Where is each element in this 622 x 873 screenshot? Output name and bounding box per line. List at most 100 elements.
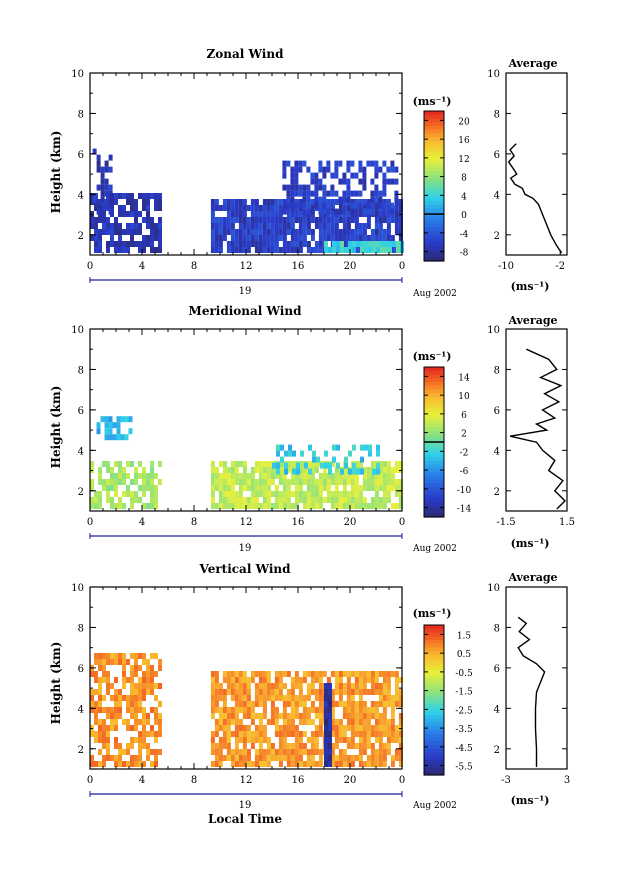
data-cell <box>286 671 291 677</box>
data-cell <box>90 755 94 761</box>
data-cell <box>126 241 130 247</box>
data-cell <box>326 491 331 497</box>
colorbar-label: 16 <box>458 136 470 146</box>
data-cell <box>354 671 359 677</box>
data-cell <box>238 683 243 689</box>
data-cell <box>314 178 319 185</box>
data-cell <box>262 707 267 713</box>
data-cell <box>380 247 384 253</box>
data-cell <box>270 479 275 485</box>
data-cell <box>126 485 130 491</box>
data-cell <box>218 713 223 719</box>
data-cell <box>126 701 130 707</box>
data-cell <box>114 743 118 749</box>
data-cell <box>338 178 343 185</box>
data-cell <box>120 434 125 441</box>
data-cell <box>294 235 299 241</box>
colorbar-segment <box>424 159 444 165</box>
data-cell <box>322 202 327 209</box>
data-cell <box>378 701 383 707</box>
data-cell <box>90 467 94 473</box>
data-cell <box>350 755 355 761</box>
data-cell <box>290 503 295 509</box>
data-cell <box>222 217 227 223</box>
data-cell <box>230 223 235 229</box>
data-cell <box>234 761 239 767</box>
data-cell <box>346 677 351 683</box>
colorbar-segment <box>424 651 444 656</box>
ytick-label: 2 <box>78 231 84 242</box>
data-cell <box>322 196 327 203</box>
data-cell <box>338 205 343 211</box>
data-cell <box>298 166 303 173</box>
data-cell <box>142 473 146 479</box>
colorbar-segment <box>424 457 444 462</box>
data-cell <box>126 473 130 479</box>
data-cell <box>294 479 299 485</box>
data-cell <box>328 713 332 719</box>
data-cell <box>366 743 371 749</box>
data-cell <box>266 497 271 503</box>
data-cell <box>354 707 359 713</box>
data-cell <box>262 671 267 677</box>
data-cell <box>334 199 339 205</box>
data-cell <box>350 491 355 497</box>
data-cell <box>242 695 247 701</box>
data-cell <box>306 485 311 491</box>
data-cell <box>266 755 271 761</box>
data-cell <box>382 671 387 677</box>
colorbar-label: -0.5 <box>455 669 473 679</box>
data-cell <box>314 695 319 701</box>
data-cell <box>362 178 367 185</box>
data-cell <box>146 713 150 719</box>
data-cell <box>290 202 295 209</box>
data-cell <box>358 731 363 737</box>
data-cell <box>218 755 223 761</box>
data-cell <box>354 713 359 719</box>
data-cell <box>234 205 239 211</box>
data-cell <box>366 761 371 767</box>
data-cell <box>350 479 355 485</box>
data-cell <box>362 683 367 689</box>
data-cell <box>146 749 150 755</box>
data-cell <box>324 689 328 695</box>
data-cell <box>306 695 311 701</box>
data-cell <box>354 208 359 215</box>
data-cell <box>344 247 348 253</box>
data-cell <box>306 689 311 695</box>
data-cell <box>370 749 375 755</box>
data-cell <box>266 479 271 485</box>
data-cell <box>98 497 102 503</box>
xtick-label: 16 <box>292 261 305 272</box>
data-cell <box>278 503 283 509</box>
data-cell <box>238 695 243 701</box>
data-cell <box>354 497 359 503</box>
data-cell <box>218 241 223 247</box>
data-cell <box>118 229 122 235</box>
data-cell <box>110 199 114 205</box>
data-cell <box>294 202 299 209</box>
data-cell <box>210 683 215 689</box>
data-cell <box>210 485 215 491</box>
data-cell <box>146 485 150 491</box>
data-cell <box>340 468 344 475</box>
data-cell <box>258 761 263 767</box>
data-cell <box>358 223 363 229</box>
colorbar-segment <box>424 666 444 671</box>
data-cell <box>106 755 110 761</box>
data-cell <box>222 701 227 707</box>
data-cell <box>94 659 98 665</box>
data-cell <box>352 462 356 469</box>
data-cell <box>250 235 255 241</box>
colorbar-segment <box>424 148 444 153</box>
data-cell <box>294 217 299 223</box>
data-cell <box>326 166 331 173</box>
data-cell <box>214 719 219 725</box>
vertical-wind-day: 19 <box>239 800 252 811</box>
colorbar-segment <box>424 655 444 660</box>
data-cell <box>328 707 332 713</box>
data-cell <box>254 247 259 253</box>
data-cell <box>310 461 315 467</box>
data-cell <box>134 467 138 473</box>
data-cell <box>350 229 355 235</box>
